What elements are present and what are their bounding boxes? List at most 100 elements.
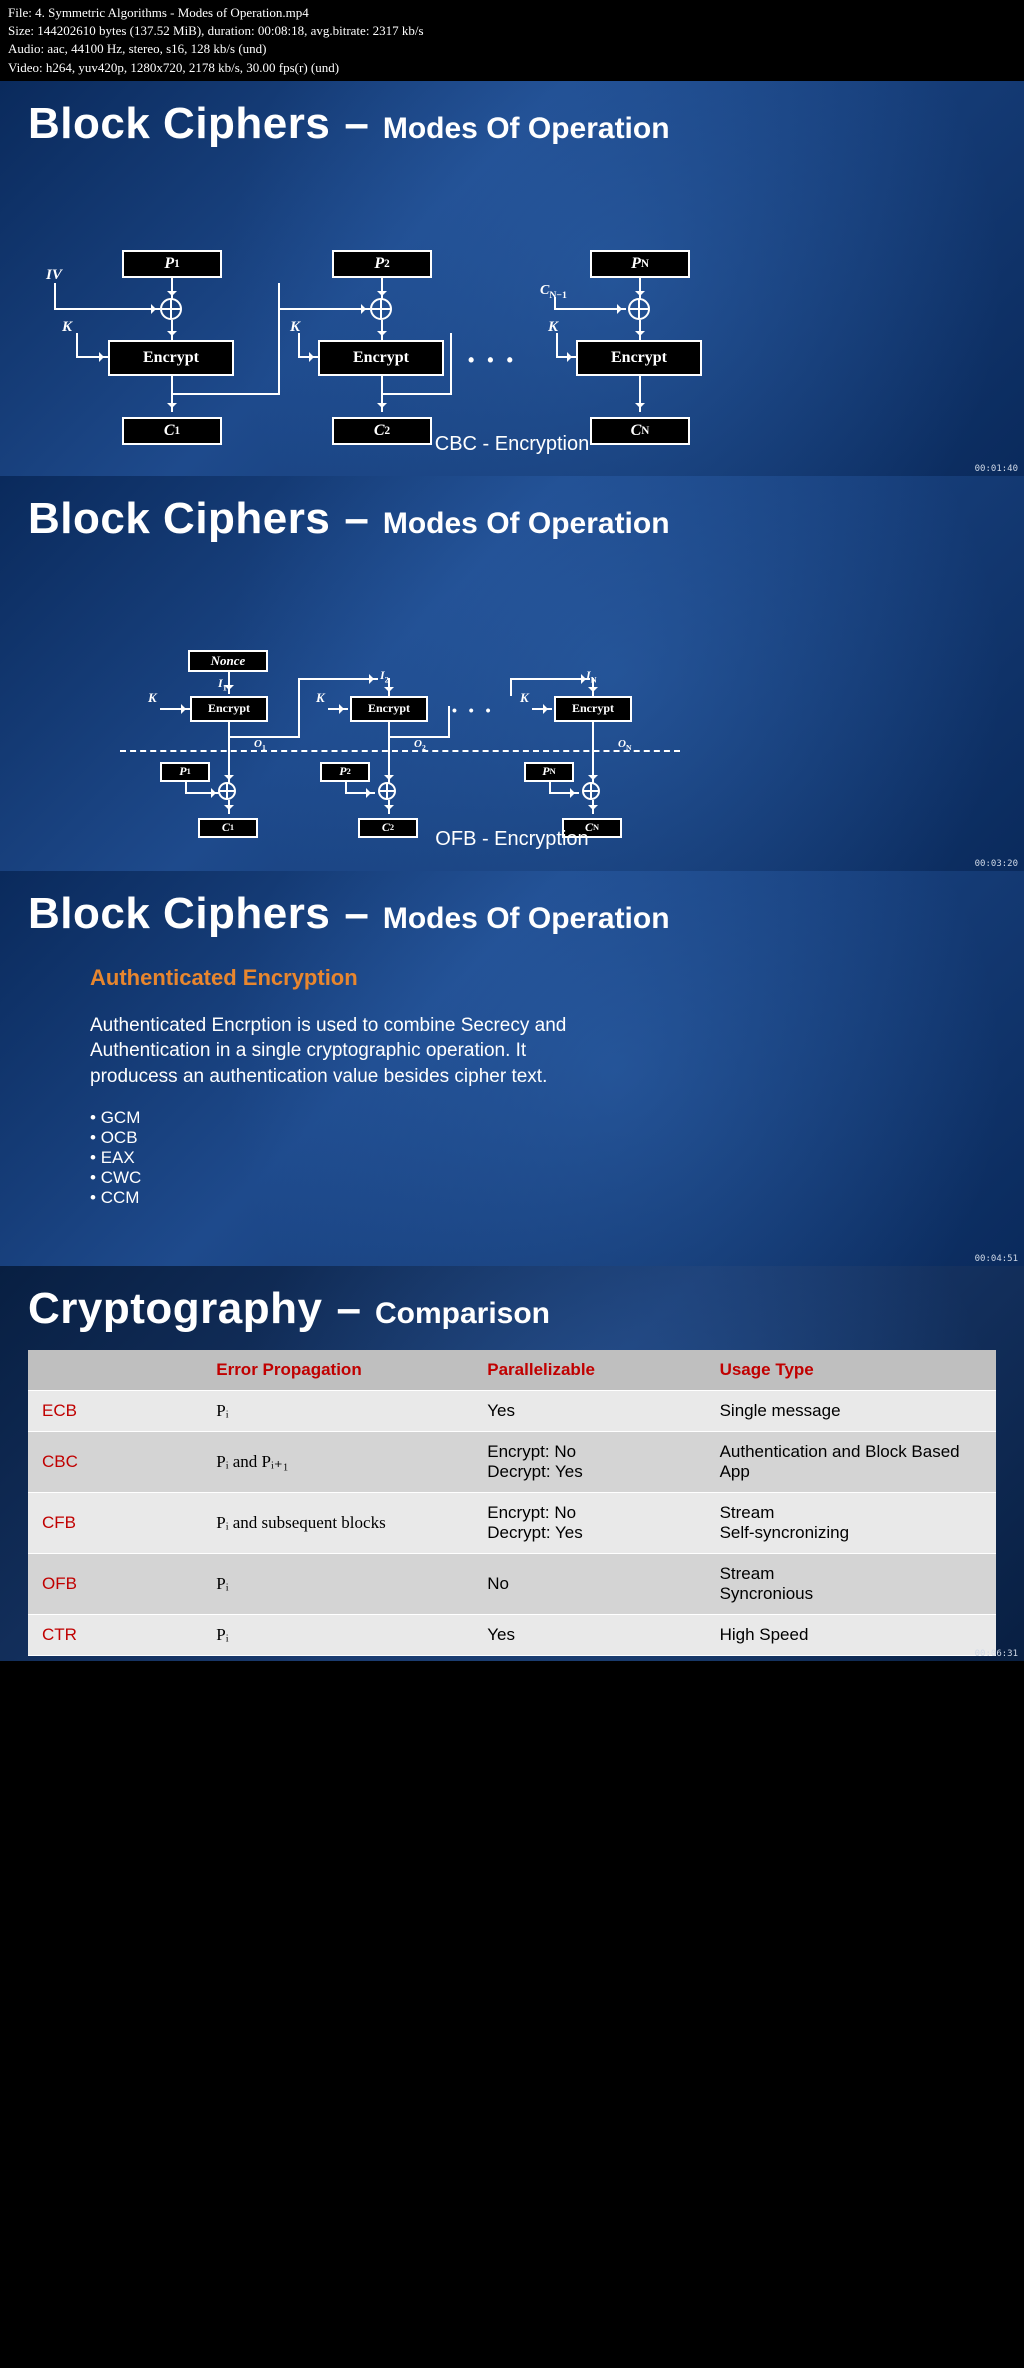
cell-usage: StreamSelf-syncronizing <box>706 1492 996 1553</box>
label-iv: IV <box>46 267 62 284</box>
box-encrypt: Encrypt <box>318 340 444 376</box>
arrow <box>228 672 230 694</box>
title-main: Block Ciphers <box>28 494 330 544</box>
cell-usage: StreamSyncronious <box>706 1553 996 1614</box>
box-encrypt: Encrypt <box>350 696 428 722</box>
list-item: OCB <box>90 1128 934 1148</box>
cell-parallel: Encrypt: NoDecrypt: Yes <box>473 1492 705 1553</box>
slide-title: Block Ciphers – Modes Of Operation <box>0 476 1024 550</box>
xor-icon <box>370 298 392 320</box>
box-p1: P1 <box>122 250 222 278</box>
line <box>185 792 215 794</box>
arrow <box>388 678 390 696</box>
arrow <box>228 722 230 784</box>
header-parallel: Parallelizable <box>473 1350 705 1391</box>
label-k: K <box>148 690 157 706</box>
xor-icon <box>160 298 182 320</box>
line <box>450 333 452 395</box>
label-o2: O2 <box>414 738 426 752</box>
meta-audio: Audio: aac, 44100 Hz, stereo, s16, 128 k… <box>8 40 1016 58</box>
arrow <box>76 356 108 358</box>
cell-mode: CFB <box>28 1492 202 1553</box>
title-dash: – <box>344 494 368 544</box>
table-header-row: Error Propagation Parallelizable Usage T… <box>28 1350 996 1391</box>
title-main: Block Ciphers <box>28 889 330 939</box>
header-usage: Usage Type <box>706 1350 996 1391</box>
table-row: OFBPᵢNoStreamSyncronious <box>28 1553 996 1614</box>
header-error: Error Propagation <box>202 1350 473 1391</box>
xor-icon <box>378 782 396 800</box>
list-item: CCM <box>90 1188 934 1208</box>
slide-cbc: Block Ciphers – Modes Of Operation P1 IV… <box>0 81 1024 476</box>
arrow <box>381 320 383 340</box>
label-o1: O1 <box>254 738 266 752</box>
title-main: Cryptography <box>28 1284 322 1334</box>
body-text: Authenticated Encrption is used to combi… <box>90 1013 610 1090</box>
label-i1: I1 <box>218 676 227 692</box>
table-row: ECBPᵢYesSingle message <box>28 1390 996 1431</box>
arrow <box>228 800 230 814</box>
line <box>510 678 512 696</box>
line <box>388 736 450 738</box>
box-nonce: Nonce <box>188 650 268 672</box>
box-p2: P2 <box>332 250 432 278</box>
arrow <box>556 356 576 358</box>
title-main: Block Ciphers <box>28 99 330 149</box>
label-k: K <box>520 690 529 706</box>
cell-parallel: Yes <box>473 1614 705 1655</box>
arrow <box>592 678 594 696</box>
box-p1: P1 <box>160 762 210 782</box>
table-row: CBCPᵢ and Pᵢ₊₁Encrypt: NoDecrypt: YesAut… <box>28 1431 996 1492</box>
file-metadata: File: 4. Symmetric Algorithms - Modes of… <box>0 0 1024 81</box>
box-pn: PN <box>590 250 690 278</box>
table-row: CTRPᵢYesHigh Speed <box>28 1614 996 1655</box>
title-dash: – <box>336 1284 360 1334</box>
title-dash: – <box>344 889 368 939</box>
header-blank <box>28 1350 202 1391</box>
line <box>54 283 56 308</box>
cell-mode: OFB <box>28 1553 202 1614</box>
list-item: EAX <box>90 1148 934 1168</box>
meta-video: Video: h264, yuv420p, 1280x720, 2178 kb/… <box>8 59 1016 77</box>
box-pn: PN <box>524 762 574 782</box>
label-k: K <box>62 319 72 336</box>
list-item: GCM <box>90 1108 934 1128</box>
arrow <box>298 678 378 680</box>
arrow <box>298 356 318 358</box>
slide-comparison: Cryptography – Comparison Error Propagat… <box>0 1266 1024 1661</box>
comparison-table: Error Propagation Parallelizable Usage T… <box>28 1350 996 1656</box>
label-k: K <box>316 690 325 706</box>
cell-usage: Authentication and Block Based App <box>706 1431 996 1492</box>
label-on: ON <box>618 738 632 752</box>
line <box>185 782 187 792</box>
ellipsis: • • • <box>468 350 517 371</box>
cell-error: Pᵢ and Pᵢ₊₁ <box>202 1431 473 1492</box>
arrow <box>510 678 590 680</box>
arrow <box>532 708 552 710</box>
cell-usage: High Speed <box>706 1614 996 1655</box>
slide-ofb: Block Ciphers – Modes Of Operation Nonce… <box>0 476 1024 871</box>
timestamp: 00:03:20 <box>975 859 1018 869</box>
arrow <box>592 800 594 814</box>
title-sub: Modes Of Operation <box>383 902 670 936</box>
line <box>278 283 280 395</box>
subtitle: Authenticated Encryption <box>90 965 934 991</box>
arrow <box>549 792 579 794</box>
timestamp: 00:01:40 <box>975 464 1018 474</box>
cell-mode: CBC <box>28 1431 202 1492</box>
cell-error: Pᵢ <box>202 1390 473 1431</box>
box-encrypt: Encrypt <box>576 340 702 376</box>
arrow <box>592 722 594 784</box>
arrow <box>171 278 173 300</box>
cell-mode: CTR <box>28 1614 202 1655</box>
box-encrypt: Encrypt <box>554 696 632 722</box>
arrow <box>160 708 190 710</box>
cell-usage: Single message <box>706 1390 996 1431</box>
slide-title: Block Ciphers – Modes Of Operation <box>0 81 1024 155</box>
arrow <box>639 278 641 300</box>
title-dash: – <box>344 99 368 149</box>
box-p2: P2 <box>320 762 370 782</box>
meta-size: Size: 144202610 bytes (137.52 MiB), dura… <box>8 22 1016 40</box>
mode-list: GCM OCB EAX CWC CCM <box>90 1108 934 1208</box>
slide-title: Cryptography – Comparison <box>0 1266 1024 1340</box>
